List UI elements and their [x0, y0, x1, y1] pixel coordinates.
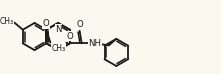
Text: O: O	[43, 19, 50, 28]
Text: NH: NH	[88, 39, 101, 48]
Text: CH₃: CH₃	[0, 17, 13, 26]
Text: CH₃: CH₃	[51, 44, 66, 53]
Text: N: N	[55, 25, 62, 34]
Text: O: O	[76, 20, 83, 29]
Text: O: O	[67, 32, 73, 41]
